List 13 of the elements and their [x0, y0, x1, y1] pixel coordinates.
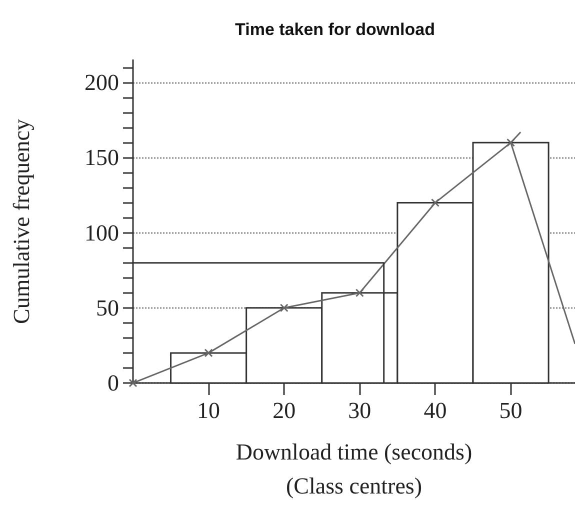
y-axis-title: Cumulative frequency	[9, 118, 34, 324]
x-tick-label: 30	[348, 398, 372, 423]
x-tick-label: 20	[272, 398, 296, 423]
chart-title: Time taken for download	[235, 20, 435, 39]
x-tick-label: 10	[197, 398, 220, 423]
x-tick-label: 50	[499, 398, 522, 423]
y-tick-label: 50	[96, 295, 119, 320]
y-tick-label: 200	[84, 70, 119, 96]
y-tick-label: 100	[84, 220, 119, 246]
y-tick-label: 150	[84, 145, 119, 170]
y-tick-label: 0	[108, 370, 119, 396]
x-tick-label: 40	[424, 398, 447, 423]
x-axis-title: Download time (seconds) (Class centres)	[236, 440, 472, 498]
